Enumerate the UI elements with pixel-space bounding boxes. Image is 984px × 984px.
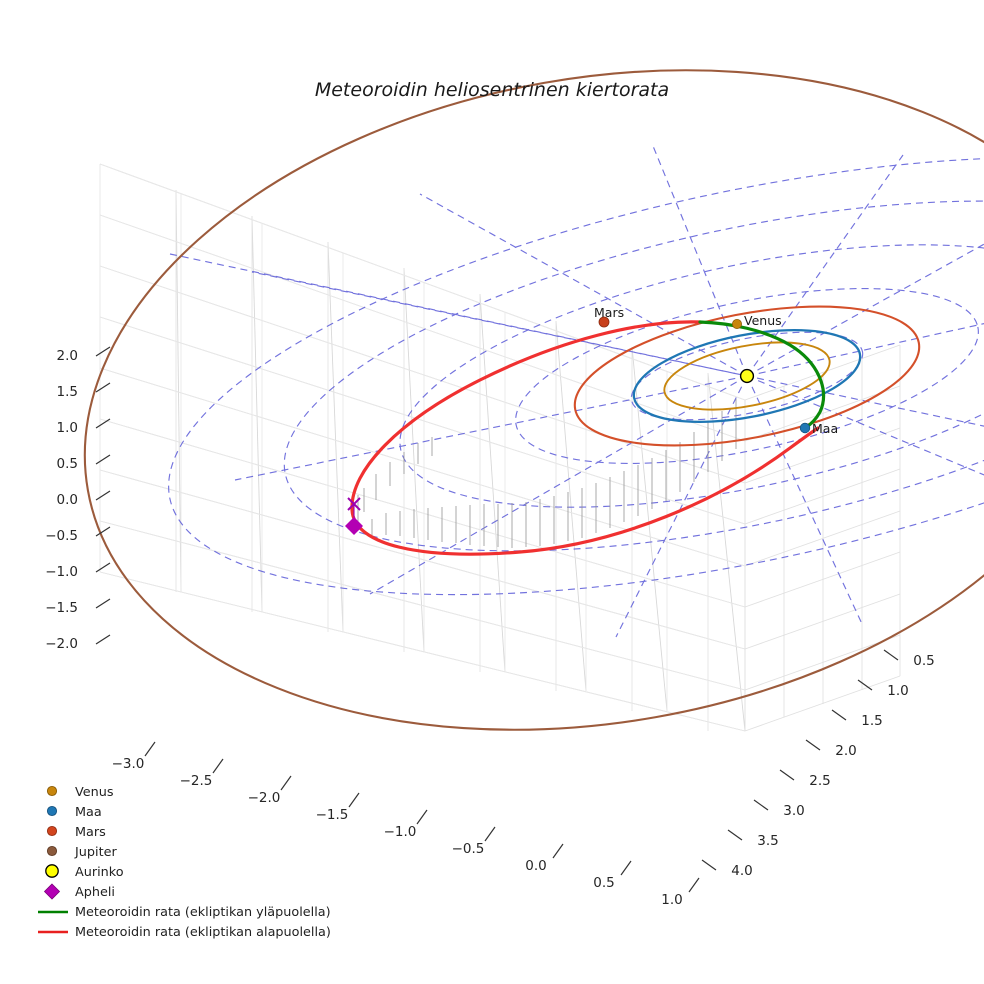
orbit-maa bbox=[632, 329, 862, 423]
planet-markers bbox=[598, 316, 811, 434]
maa-marker bbox=[799, 422, 811, 434]
x-tick-0: −3.0 bbox=[112, 756, 145, 772]
axes3d-panes bbox=[99, 163, 901, 732]
axis-ticks bbox=[95, 346, 899, 893]
orbit-jupiter bbox=[83, 69, 984, 731]
meteoroid-orbit-below-ecliptic bbox=[350, 320, 820, 556]
meteoroid-orbit-above-ecliptic bbox=[698, 320, 826, 430]
z-tick-1: 1.5 bbox=[57, 384, 78, 400]
legend-label-mars: Mars bbox=[75, 825, 106, 840]
aurinko-marker bbox=[739, 368, 755, 384]
apheli-diamond bbox=[345, 517, 363, 535]
diamond-marker-icon bbox=[43, 883, 61, 900]
legend-item-venus[interactable]: Venus bbox=[46, 785, 114, 800]
z-tick-6: −1.0 bbox=[45, 564, 78, 580]
legend-label-maa: Maa bbox=[75, 805, 102, 820]
legend-item-apheli[interactable]: Apheli bbox=[43, 883, 115, 900]
legend-item-orbit-below[interactable]: Meteoroidin rata (ekliptikan alapuolella… bbox=[38, 925, 331, 940]
right-pane-grid bbox=[744, 344, 901, 732]
z-tick-2: 1.0 bbox=[57, 420, 78, 436]
left-pane-grid bbox=[99, 164, 709, 731]
legend-label-apheli: Apheli bbox=[75, 885, 115, 900]
legend-label-orbit-below: Meteoroidin rata (ekliptikan alapuolella… bbox=[75, 925, 331, 940]
x-tick-2: −2.0 bbox=[248, 790, 281, 806]
y-tick-7: 4.0 bbox=[731, 863, 752, 879]
x-tick-8: 1.0 bbox=[661, 892, 682, 908]
legend-item-maa[interactable]: Maa bbox=[46, 805, 102, 820]
circle-marker-icon bbox=[46, 845, 58, 857]
circle-marker-icon bbox=[46, 785, 58, 797]
circle-marker-icon bbox=[46, 825, 58, 837]
x-tick-7: 0.5 bbox=[593, 875, 614, 891]
legend-label-aurinko: Aurinko bbox=[75, 865, 124, 880]
legend-item-jupiter[interactable]: Jupiter bbox=[46, 845, 117, 860]
legend-label-jupiter: Jupiter bbox=[74, 845, 117, 860]
page-title: Meteoroidin heliosentrinen kiertorata bbox=[315, 79, 669, 101]
x-tick-6: 0.0 bbox=[525, 858, 546, 874]
x-tick-4: −1.0 bbox=[384, 824, 417, 840]
y-tick-6: 3.5 bbox=[757, 833, 778, 849]
z-tick-3: 0.5 bbox=[57, 456, 78, 472]
y-tick-3: 2.0 bbox=[835, 743, 856, 759]
y-tick-labels: 0.5 1.0 1.5 2.0 2.5 3.0 3.5 4.0 bbox=[731, 653, 934, 879]
x-tick-3: −1.5 bbox=[316, 807, 349, 823]
y-tick-5: 3.0 bbox=[783, 803, 804, 819]
x-tick-1: −2.5 bbox=[180, 773, 213, 789]
circle-marker-icon bbox=[46, 805, 58, 817]
polar-grid bbox=[168, 145, 984, 638]
orbit-stem-lines bbox=[357, 399, 737, 548]
sun-marker-icon bbox=[45, 864, 59, 878]
z-tick-5: −0.5 bbox=[45, 528, 78, 544]
legend-label-orbit-above: Meteoroidin rata (ekliptikan yläpuolella… bbox=[75, 905, 331, 920]
legend-label-venus: Venus bbox=[75, 785, 114, 800]
y-tick-2: 1.5 bbox=[861, 713, 882, 729]
mars-marker bbox=[598, 316, 610, 328]
z-tick-labels: 2.0 1.5 1.0 0.5 0.0 −0.5 −1.0 −1.5 −2.0 bbox=[45, 348, 78, 652]
orbit-mars bbox=[573, 305, 921, 447]
venus-label: Venus bbox=[744, 313, 782, 328]
legend-item-orbit-above[interactable]: Meteoroidin rata (ekliptikan yläpuolella… bbox=[38, 905, 331, 920]
legend-item-aurinko[interactable]: Aurinko bbox=[45, 864, 124, 880]
mars-label: Mars bbox=[594, 305, 624, 320]
x-tick-labels: −3.0 −2.5 −2.0 −1.5 −1.0 −0.5 0.0 0.5 1.… bbox=[112, 756, 683, 908]
y-tick-1: 1.0 bbox=[887, 683, 908, 699]
y-tick-0: 0.5 bbox=[913, 653, 934, 669]
maa-label: Maa bbox=[812, 421, 838, 436]
x-tick-5: −0.5 bbox=[452, 841, 485, 857]
z-tick-4: 0.0 bbox=[57, 492, 78, 508]
z-tick-0: 2.0 bbox=[57, 348, 78, 364]
y-tick-4: 2.5 bbox=[809, 773, 830, 789]
legend: Venus Maa Mars Jupiter Aurinko Apheli bbox=[38, 785, 331, 940]
apheli-marker-group bbox=[345, 497, 363, 535]
z-tick-8: −2.0 bbox=[45, 636, 78, 652]
venus-marker bbox=[732, 318, 743, 329]
z-tick-7: −1.5 bbox=[45, 600, 78, 616]
legend-item-mars[interactable]: Mars bbox=[46, 825, 106, 840]
orbit-venus bbox=[663, 341, 831, 411]
